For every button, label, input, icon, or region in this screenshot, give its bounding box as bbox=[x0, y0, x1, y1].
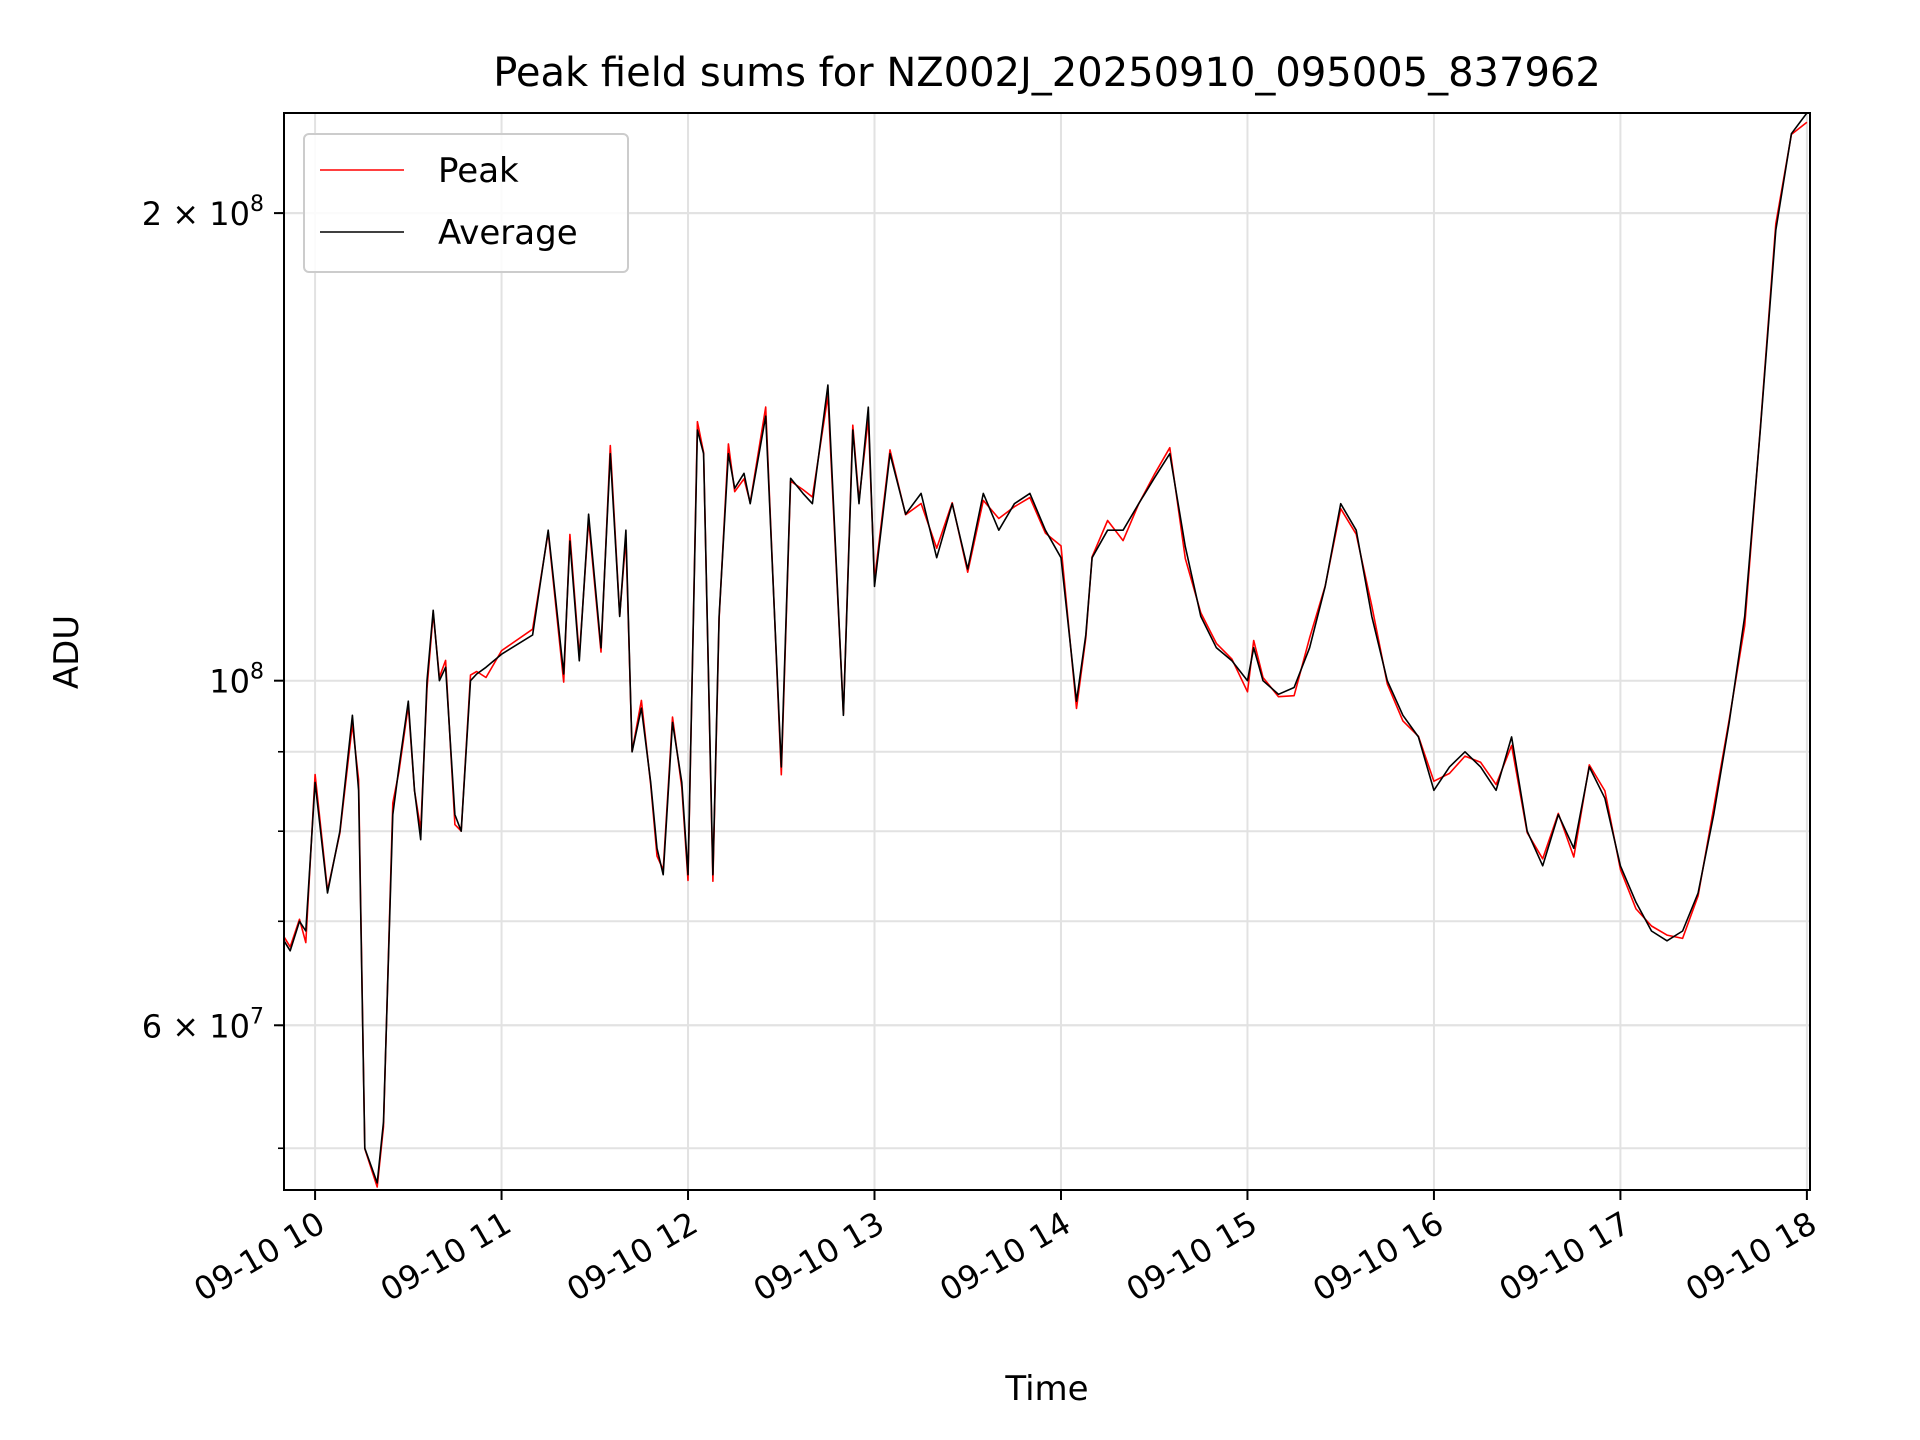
x-tick-label: 09-10 13 bbox=[747, 1204, 891, 1309]
y-tick-label: 2 × 108 bbox=[142, 192, 264, 233]
legend-box bbox=[303, 133, 629, 273]
x-tick-label: 09-10 17 bbox=[1493, 1204, 1637, 1309]
x-tick-label: 09-10 16 bbox=[1306, 1204, 1450, 1309]
series-line-peak bbox=[283, 121, 1808, 1188]
legend-peak-label: Peak bbox=[438, 151, 519, 191]
grid bbox=[284, 113, 1810, 1190]
x-tick-label: 09-10 10 bbox=[187, 1204, 331, 1309]
y-tick-label: 108 bbox=[209, 660, 264, 701]
plot-frame bbox=[283, 112, 1811, 1191]
x-tick-label: 09-10 15 bbox=[1120, 1204, 1264, 1309]
x-tick-label: 09-10 11 bbox=[374, 1204, 518, 1309]
legend-average-label: Average bbox=[438, 213, 578, 253]
x-tick-label: 09-10 14 bbox=[933, 1204, 1077, 1309]
y-axis: 108 2 × 108 6 × 107 bbox=[142, 192, 284, 1150]
y-tick-label: 6 × 107 bbox=[142, 1004, 264, 1045]
x-axis-title: Time bbox=[1004, 1369, 1088, 1409]
legend: Peak Average bbox=[303, 133, 629, 273]
chart-title: Peak field sums for NZ002J_20250910_0950… bbox=[493, 50, 1601, 96]
x-tick-label: 09-10 18 bbox=[1679, 1204, 1823, 1309]
x-tick-label: 09-10 12 bbox=[560, 1204, 704, 1309]
series-line-average bbox=[283, 112, 1808, 1184]
x-axis: 09-10 10 09-10 11 09-10 12 09-10 13 09-10 14… bbox=[187, 1190, 1823, 1309]
plot-lines bbox=[283, 112, 1808, 1188]
y-axis-title: ADU bbox=[47, 615, 87, 689]
